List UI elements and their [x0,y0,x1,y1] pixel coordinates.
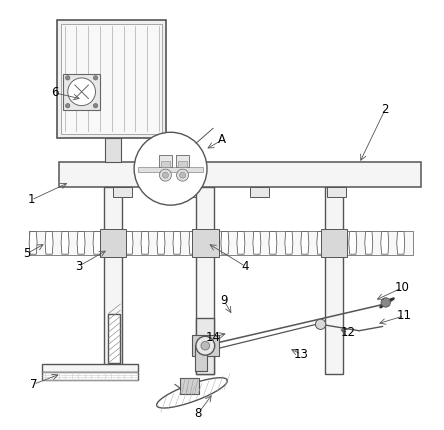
Circle shape [159,169,171,181]
Bar [42,372,139,380]
Bar [104,187,122,374]
Text: 9: 9 [220,294,228,307]
Circle shape [93,76,98,80]
Bar [42,364,139,372]
Polygon shape [141,231,149,254]
Bar [113,187,132,197]
Bar [178,161,187,166]
Text: 2: 2 [381,104,388,117]
Polygon shape [365,231,373,254]
Circle shape [163,172,168,178]
Polygon shape [269,231,277,254]
Bar [179,378,199,394]
Bar [59,162,421,187]
Text: 6: 6 [51,86,59,99]
Polygon shape [77,231,85,254]
Text: 13: 13 [294,348,309,361]
Text: 4: 4 [242,260,250,273]
Polygon shape [333,231,341,254]
Bar [177,187,196,197]
Polygon shape [253,231,261,254]
Bar [29,231,413,255]
Text: 5: 5 [23,247,31,260]
Circle shape [179,172,186,178]
Polygon shape [317,231,325,254]
Polygon shape [157,231,165,254]
Circle shape [196,336,215,355]
Text: 12: 12 [341,326,356,339]
Bar [105,138,121,162]
Bar [192,229,218,257]
Circle shape [134,132,207,205]
Text: 1: 1 [28,194,35,206]
Bar [196,318,214,374]
Bar [159,154,172,166]
Circle shape [66,104,70,108]
Polygon shape [173,231,181,254]
Text: 8: 8 [195,406,202,420]
Bar [57,20,166,138]
Circle shape [177,169,189,181]
Bar [192,335,218,356]
Circle shape [381,298,390,307]
Text: 3: 3 [75,260,82,273]
Bar [196,187,214,374]
Polygon shape [205,231,213,254]
Bar [176,154,190,166]
Polygon shape [45,231,53,254]
Polygon shape [397,231,405,254]
Bar [108,313,120,363]
Text: A: A [218,133,226,147]
Polygon shape [157,378,227,408]
Bar [321,229,347,257]
Bar [325,187,343,374]
Circle shape [93,104,98,108]
Polygon shape [109,231,117,254]
Text: 14: 14 [206,331,221,344]
Text: 10: 10 [395,281,409,295]
Bar [63,74,100,110]
Circle shape [315,319,326,329]
Polygon shape [221,231,229,254]
Bar [100,229,127,257]
Polygon shape [285,231,293,254]
Circle shape [201,341,210,350]
Text: 11: 11 [396,309,412,322]
Bar [250,187,269,197]
Circle shape [66,76,70,80]
Bar [327,187,346,197]
Bar [61,24,162,134]
Circle shape [68,78,95,106]
Text: 7: 7 [30,378,37,391]
Bar [161,161,170,166]
Polygon shape [189,231,197,254]
Bar [194,345,207,371]
Polygon shape [93,231,101,254]
Polygon shape [349,231,357,254]
Polygon shape [61,231,69,254]
Polygon shape [29,231,37,254]
Bar [139,166,203,172]
Polygon shape [237,231,245,254]
Polygon shape [301,231,309,254]
Polygon shape [381,231,389,254]
Polygon shape [125,231,133,254]
